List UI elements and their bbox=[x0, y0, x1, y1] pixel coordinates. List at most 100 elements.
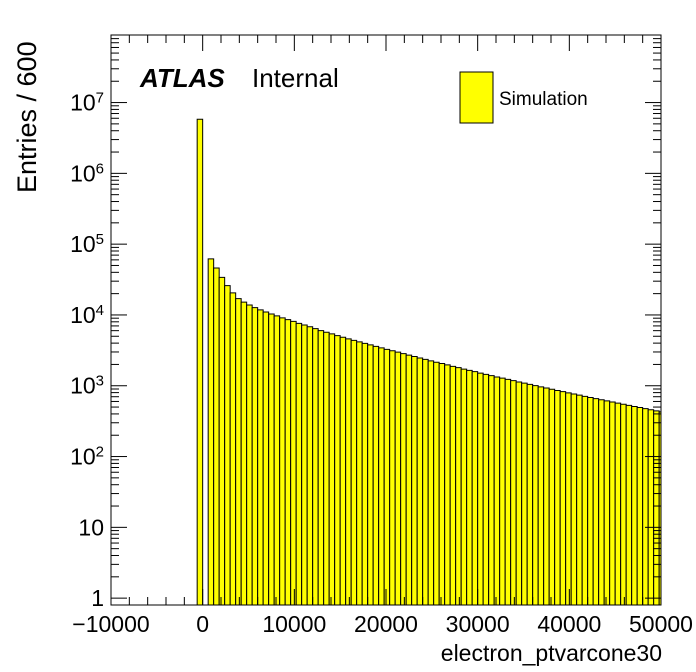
histogram-bar bbox=[488, 375, 495, 605]
x-tick-label: 30000 bbox=[446, 611, 510, 637]
histogram-bar bbox=[626, 405, 632, 605]
histogram-bar bbox=[521, 383, 528, 605]
histogram-bar-outline bbox=[196, 118, 204, 605]
histogram-bar bbox=[554, 390, 561, 605]
histogram-bar bbox=[631, 406, 638, 605]
histogram-bar bbox=[290, 321, 297, 605]
histogram-bar bbox=[274, 315, 280, 605]
x-tick-label: 40000 bbox=[537, 611, 601, 637]
histogram-bar bbox=[367, 344, 374, 605]
histogram-bar bbox=[329, 333, 335, 605]
y-tick-label: 106 bbox=[70, 160, 104, 186]
histogram-bar bbox=[219, 277, 225, 605]
histogram-bar bbox=[400, 353, 407, 605]
y-tick-label: 103 bbox=[70, 372, 104, 398]
histogram-bar bbox=[373, 346, 379, 605]
histogram-bar bbox=[351, 340, 357, 605]
histogram-bar bbox=[461, 369, 467, 605]
legend-swatch bbox=[459, 71, 494, 124]
histogram-bar bbox=[466, 370, 473, 605]
histogram-bar bbox=[268, 314, 275, 605]
y-tick-label: 107 bbox=[70, 89, 104, 115]
histogram-bar bbox=[494, 376, 500, 605]
histogram-bar bbox=[246, 305, 253, 605]
histogram-bar bbox=[263, 312, 269, 605]
x-tick-label: −10000 bbox=[72, 611, 149, 637]
histogram-bar bbox=[505, 379, 511, 605]
histogram-bar bbox=[609, 402, 616, 605]
histogram-bar bbox=[455, 367, 462, 605]
histogram-bar bbox=[444, 364, 451, 605]
legend: Simulation bbox=[459, 71, 588, 124]
histogram-bar bbox=[406, 355, 412, 605]
y-axis-label: Entries / 600 bbox=[12, 41, 42, 193]
axis-ticks bbox=[110, 34, 662, 605]
histogram-bar bbox=[593, 398, 599, 605]
histogram-bar bbox=[510, 380, 517, 605]
y-tick-label: 102 bbox=[70, 443, 104, 469]
histogram-bar bbox=[516, 381, 522, 605]
histogram-bar bbox=[389, 350, 396, 605]
x-tick-label: 10000 bbox=[262, 611, 326, 637]
histogram-bar bbox=[340, 337, 346, 605]
histogram-bar bbox=[235, 298, 242, 605]
histogram-bar bbox=[285, 319, 291, 605]
y-tick-label: 105 bbox=[70, 231, 104, 257]
histogram-bar bbox=[307, 326, 313, 605]
histogram-bar bbox=[356, 341, 363, 605]
histogram-bar bbox=[318, 330, 324, 605]
legend-label: Simulation bbox=[499, 89, 588, 110]
histogram-bar bbox=[532, 385, 539, 605]
histogram-bar bbox=[323, 332, 330, 605]
histogram-bar bbox=[345, 338, 352, 605]
histogram-bars bbox=[196, 118, 662, 606]
x-tick-labels: −10000 0 10000 20000 30000 40000 50000 bbox=[72, 611, 693, 637]
histogram-bar bbox=[527, 384, 533, 605]
histogram-bar bbox=[334, 335, 341, 605]
histogram-bar bbox=[648, 409, 654, 605]
y-tick-labels: 1 10 102 103 104 105 106 107 bbox=[70, 89, 104, 611]
histogram-bar bbox=[499, 378, 506, 605]
histogram-bar bbox=[213, 268, 220, 605]
histogram-bar bbox=[576, 395, 583, 605]
histogram-bar bbox=[450, 366, 456, 605]
histogram-bar bbox=[571, 394, 577, 605]
histogram-bar bbox=[301, 325, 308, 605]
histogram-bar bbox=[197, 119, 203, 606]
histogram-bar bbox=[241, 302, 247, 605]
histogram-bar bbox=[560, 391, 566, 605]
histogram-bar bbox=[422, 359, 429, 605]
histogram-bar bbox=[208, 258, 214, 605]
histogram-bar bbox=[411, 356, 418, 605]
histogram-bar bbox=[230, 292, 236, 605]
histogram-bar bbox=[472, 371, 478, 605]
histogram-bar bbox=[565, 392, 572, 605]
histogram-bar bbox=[538, 386, 544, 605]
histogram-bar bbox=[378, 347, 385, 605]
histogram-bar bbox=[483, 374, 489, 605]
histogram-bar bbox=[257, 309, 264, 605]
histogram-bar bbox=[615, 403, 621, 605]
histogram-bar bbox=[417, 357, 423, 605]
histogram-bar bbox=[642, 408, 649, 605]
x-axis-label: electron_ptvarcone30 bbox=[441, 640, 662, 666]
histogram-bar bbox=[296, 323, 302, 605]
histogram-bar bbox=[362, 343, 368, 605]
y-tick-label: 1 bbox=[91, 585, 104, 611]
histogram-bar bbox=[252, 307, 258, 605]
histogram-bar bbox=[653, 410, 660, 605]
histogram-bar bbox=[312, 328, 319, 605]
histogram-bar bbox=[543, 388, 550, 605]
histogram-bar bbox=[549, 389, 555, 605]
atlas-label: ATLAS bbox=[139, 63, 225, 93]
x-tick-label: 20000 bbox=[354, 611, 418, 637]
histogram-bar bbox=[384, 349, 390, 605]
histogram-bar bbox=[587, 397, 594, 605]
histogram-bar bbox=[224, 285, 231, 605]
histogram-bar bbox=[582, 396, 588, 605]
y-tick-label: 10 bbox=[78, 514, 104, 540]
histogram-bar bbox=[637, 407, 643, 605]
histogram-bar bbox=[279, 317, 286, 605]
histogram-bar bbox=[433, 362, 440, 605]
